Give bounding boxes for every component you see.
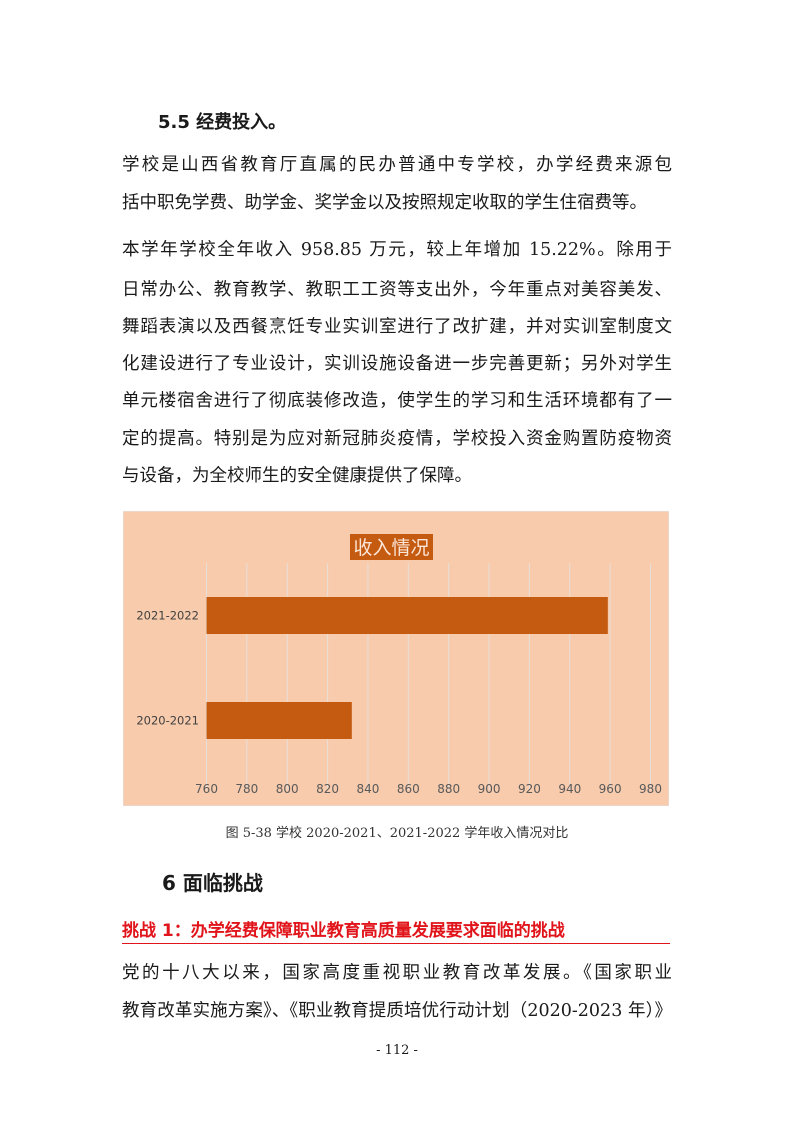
chart-title-box bbox=[350, 534, 433, 560]
chart-background bbox=[123, 511, 669, 806]
chapter-heading: 6 面临挑战 bbox=[162, 871, 263, 895]
page-number: - 112 - bbox=[376, 1043, 418, 1058]
paragraph-line: 学校是山西省教育厅直属的民办普通中专学校，办学经费来源包 bbox=[122, 155, 672, 175]
paragraph-line: 括中职免学费、助学金、奖学金以及按照规定收取的学生住宿费等。 bbox=[122, 193, 647, 213]
bar-2021-2022 bbox=[206, 597, 608, 634]
paragraph-line: 单元楼宿舍进行了彻底装修改造，使学生的学习和生活环境都有了一 bbox=[122, 391, 672, 411]
x-tick-label: 820 bbox=[316, 782, 339, 796]
figure-caption: 图 5-38 学校 2020-2021、2021-2022 学年收入情况对比 bbox=[225, 826, 569, 841]
paragraph-line: 定的提高。特别是为应对新冠肺炎疫情，学校投入资金购置防疫物资 bbox=[122, 429, 672, 449]
x-tick-label: 980 bbox=[639, 782, 662, 796]
paragraph-line: 化建设进行了专业设计，实训设施设备进一步完善更新；另外对学生 bbox=[122, 354, 672, 374]
y-category-label: 2020-2021 bbox=[136, 714, 199, 728]
x-tick-label: 860 bbox=[397, 782, 420, 796]
paragraph-line: 舞蹈表演以及西餐烹饪专业实训室进行了改扩建，并对实训室制度文 bbox=[122, 317, 672, 337]
x-tick-label: 800 bbox=[276, 782, 299, 796]
x-tick-label: 920 bbox=[518, 782, 541, 796]
section-heading: 5.5 经费投入。 bbox=[158, 112, 287, 133]
paragraph-line: 本学年学校全年收入 958.85 万元，较上年增加 15.22%。除用于 bbox=[122, 240, 672, 260]
x-tick-label: 840 bbox=[357, 782, 380, 796]
chart-title: 收入情况 bbox=[353, 537, 429, 559]
paragraph-line: 教育改革实施方案》、《职业教育提质培优行动计划（2020-2023 年）》 bbox=[122, 1001, 672, 1021]
paragraph-line: 党的十八大以来，国家高度重视职业教育改革发展。《国家职业 bbox=[122, 963, 672, 983]
challenge-heading: 挑战 1：办学经费保障职业教育高质量发展要求面临的挑战 bbox=[122, 916, 670, 944]
x-tick-label: 960 bbox=[599, 782, 622, 796]
x-tick-label: 760 bbox=[195, 782, 218, 796]
x-tick-label: 940 bbox=[558, 782, 581, 796]
x-tick-label: 900 bbox=[478, 782, 501, 796]
income-bar-chart: 收入情况 2021-2022 2020-2021 760 780 800 820 840 8… bbox=[123, 511, 669, 806]
y-category-label: 2021-2022 bbox=[136, 609, 199, 623]
paragraph-line: 日常办公、教育教学、教职工工资等支出外，今年重点对美容美发、 bbox=[122, 280, 672, 300]
x-tick-label: 880 bbox=[437, 782, 460, 796]
paragraph-line: 与设备，为全校师生的安全健康提供了保障。 bbox=[122, 466, 472, 486]
x-tick-label: 780 bbox=[235, 782, 258, 796]
bar-2020-2021 bbox=[206, 702, 352, 739]
